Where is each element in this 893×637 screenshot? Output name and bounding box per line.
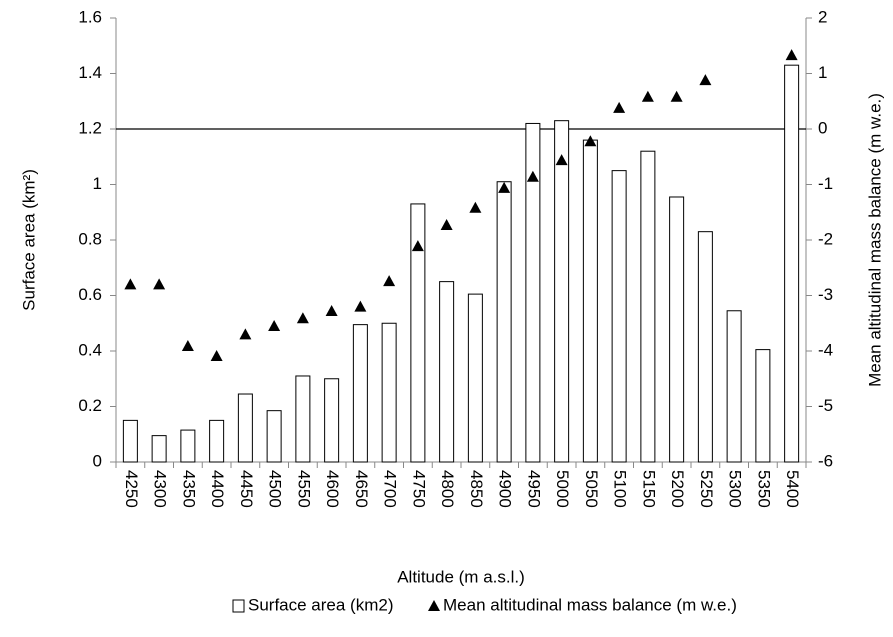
y-tick-label: 0.8 — [78, 229, 102, 248]
x-tick-label: 4950 — [524, 470, 543, 508]
x-tick-label: 5200 — [668, 470, 687, 508]
y-tick-label: 1.4 — [78, 63, 102, 82]
bar — [755, 349, 771, 463]
x-tick-label: 4700 — [381, 470, 400, 508]
y2-tick-label: -5 — [818, 396, 833, 415]
y2-axis-label: Mean altitudinal mass balance (m w.e.) — [865, 93, 884, 387]
triangle-marker — [325, 305, 338, 317]
bar — [554, 120, 570, 463]
x-tick-label: 5250 — [697, 470, 716, 508]
x-tick-label: 5150 — [639, 470, 658, 508]
x-axis-label: Altitude (m a.s.l.) — [397, 567, 525, 586]
bar — [525, 122, 541, 463]
y2-tick-label: -6 — [818, 451, 833, 470]
y-tick-label: 0.4 — [78, 340, 102, 359]
triangle-marker — [699, 74, 712, 86]
y-tick-label: 0 — [93, 451, 102, 470]
x-tick-label: 4350 — [179, 470, 198, 508]
triangle-marker — [440, 219, 453, 231]
triangle-marker — [296, 312, 309, 324]
x-tick-label: 5050 — [582, 470, 601, 508]
bar — [381, 322, 397, 463]
bar — [726, 310, 742, 463]
y-tick-label: 1.2 — [78, 118, 102, 137]
triangle-marker — [498, 181, 511, 193]
y-tick-label: 1.6 — [78, 7, 102, 26]
triangle-marker — [469, 201, 482, 213]
triangle-marker — [555, 154, 568, 166]
bar — [640, 150, 656, 463]
y2-tick-label: -2 — [818, 229, 833, 248]
bar — [439, 281, 455, 463]
y-tick-label: 0.2 — [78, 396, 102, 415]
y-tick-label: 1 — [93, 174, 102, 193]
triangle-marker — [526, 170, 539, 182]
bar — [295, 375, 311, 463]
x-tick-label: 5350 — [754, 470, 773, 508]
x-tick-label: 4300 — [151, 470, 170, 508]
x-tick-label: 5300 — [726, 470, 745, 508]
x-tick-label: 4400 — [208, 470, 227, 508]
triangle-marker — [641, 90, 654, 102]
bar — [697, 231, 713, 463]
triangle-marker — [181, 340, 194, 352]
x-tick-label: 4450 — [237, 470, 256, 508]
triangle-marker — [124, 278, 137, 290]
triangle-marker — [383, 275, 396, 287]
x-tick-label: 4600 — [323, 470, 342, 508]
x-tick-label: 5400 — [783, 470, 802, 508]
triangle-marker — [210, 349, 223, 361]
triangle-marker — [613, 101, 626, 113]
bar — [496, 181, 512, 463]
y2-tick-label: 2 — [818, 7, 827, 26]
bar — [237, 393, 253, 463]
bar — [669, 196, 685, 463]
x-tick-label: 4800 — [438, 470, 457, 508]
legend-label: Surface area (km2) — [248, 595, 394, 614]
y2-tick-label: -1 — [818, 174, 833, 193]
triangle-marker — [785, 49, 798, 61]
bar — [151, 435, 167, 463]
x-tick-label: 5000 — [553, 470, 572, 508]
bar — [266, 410, 282, 463]
y2-tick-label: -4 — [818, 340, 833, 359]
triangle-marker — [670, 90, 683, 102]
legend-swatch — [428, 600, 440, 611]
bar — [324, 378, 340, 463]
x-tick-label: 4650 — [352, 470, 371, 508]
x-tick-label: 4750 — [409, 470, 428, 508]
triangle-marker — [239, 328, 252, 340]
legend-swatch — [232, 599, 245, 613]
x-tick-label: 5100 — [611, 470, 630, 508]
y2-tick-label: 1 — [818, 63, 827, 82]
y2-tick-label: -3 — [818, 285, 833, 304]
bar — [352, 324, 368, 463]
triangle-marker — [584, 135, 597, 147]
x-tick-label: 4900 — [496, 470, 515, 508]
bar — [209, 419, 225, 463]
bar — [410, 203, 426, 463]
bar — [611, 170, 627, 463]
bar — [180, 429, 196, 463]
legend-label: Mean altitudinal mass balance (m w.e.) — [443, 595, 737, 614]
y-tick-label: 0.6 — [78, 285, 102, 304]
x-tick-label: 4250 — [122, 470, 141, 508]
bar — [582, 139, 598, 463]
x-tick-label: 4850 — [467, 470, 486, 508]
bar — [467, 293, 483, 463]
triangle-marker — [354, 300, 367, 312]
bar — [122, 419, 138, 463]
x-tick-label: 4500 — [266, 470, 285, 508]
x-tick-label: 4550 — [294, 470, 313, 508]
bar — [784, 64, 800, 463]
y2-tick-label: 0 — [818, 118, 827, 137]
triangle-marker — [411, 240, 424, 252]
triangle-marker — [268, 320, 281, 332]
triangle-marker — [153, 278, 166, 290]
y-axis-label: Surface area (km²) — [19, 169, 38, 311]
